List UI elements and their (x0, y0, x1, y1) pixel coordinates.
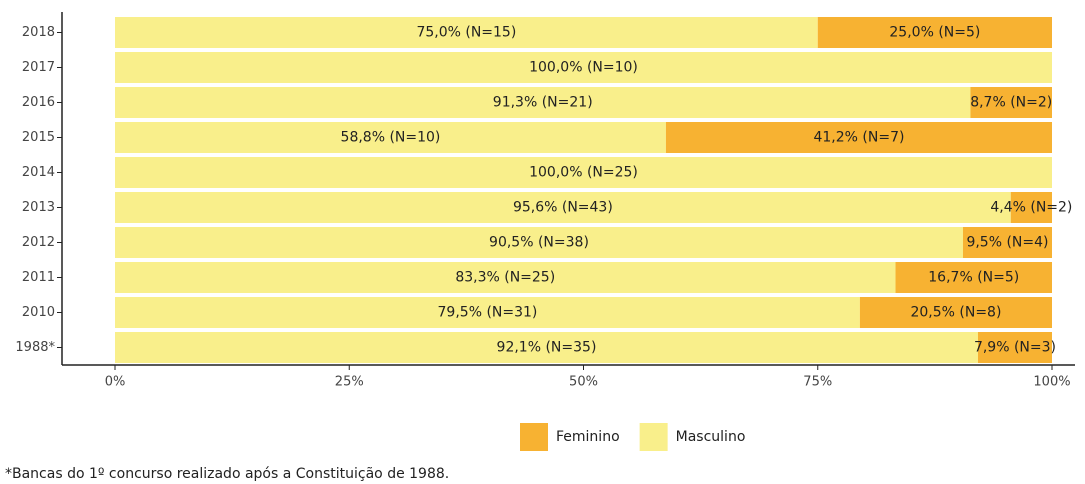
bar-segment (115, 52, 1052, 83)
bar-segment (115, 297, 860, 328)
bar-segment (115, 262, 896, 293)
data-label: 92,1% (N=35) (497, 340, 597, 356)
data-label: 16,7% (N=5) (928, 270, 1019, 286)
y-tick-label: 2014 (22, 165, 55, 180)
legend-label: Masculino (676, 429, 746, 445)
bar-segment (115, 332, 978, 363)
x-tick-label: 25% (335, 375, 364, 390)
data-label: 100,0% (N=25) (529, 165, 638, 181)
data-label: 83,3% (N=25) (455, 270, 555, 286)
data-label: 4,4% (N=2) (990, 200, 1072, 216)
legend-swatch (639, 423, 668, 451)
y-tick-label: 2011 (22, 270, 55, 285)
bar-segment (665, 122, 1052, 153)
data-label: 91,3% (N=21) (493, 95, 593, 111)
bar-segment (895, 262, 1052, 293)
legend-swatch (520, 423, 548, 451)
bar-segment (977, 332, 1052, 363)
data-label: 100,0% (N=10) (529, 60, 638, 76)
y-tick-label: 2013 (22, 200, 55, 215)
y-tick-label: 1988* (15, 340, 55, 355)
y-tick-label: 2012 (22, 235, 55, 250)
data-label: 8,7% (N=2) (970, 95, 1052, 111)
footnote: *Bancas do 1º concurso realizado após a … (5, 466, 449, 482)
data-label: 7,9% (N=3) (974, 340, 1056, 356)
y-tick-label: 2017 (22, 60, 55, 75)
y-tick-label: 2010 (22, 305, 55, 320)
bar-segment (115, 227, 963, 258)
y-tick-label: 2016 (22, 95, 55, 110)
data-label: 90,5% (N=38) (489, 235, 589, 251)
data-label: 9,5% (N=4) (966, 235, 1048, 251)
data-label: 95,6% (N=43) (513, 200, 613, 216)
x-tick-label: 75% (803, 375, 832, 390)
x-tick-label: 50% (569, 375, 598, 390)
bar-segment (115, 17, 818, 48)
data-label: 75,0% (N=15) (416, 25, 516, 41)
bar-segment (859, 297, 1052, 328)
bar-segment (1010, 192, 1052, 223)
data-label: 58,8% (N=10) (341, 130, 441, 146)
bar-segment (962, 227, 1052, 258)
data-label: 79,5% (N=31) (438, 305, 538, 321)
bar-segment (115, 87, 971, 118)
data-label: 41,2% (N=7) (813, 130, 904, 146)
x-tick-label: 100% (1033, 375, 1070, 390)
bar-segment (115, 157, 1052, 188)
bar-segment (970, 87, 1052, 118)
bar-segment (817, 17, 1052, 48)
bar-segment (115, 122, 666, 153)
x-tick-label: 0% (105, 375, 126, 390)
data-label: 25,0% (N=5) (889, 25, 980, 41)
y-tick-label: 2018 (22, 25, 55, 40)
legend-label: Feminino (556, 429, 620, 445)
bar-segment (115, 192, 1011, 223)
data-label: 20,5% (N=8) (910, 305, 1001, 321)
y-tick-label: 2015 (22, 130, 55, 145)
